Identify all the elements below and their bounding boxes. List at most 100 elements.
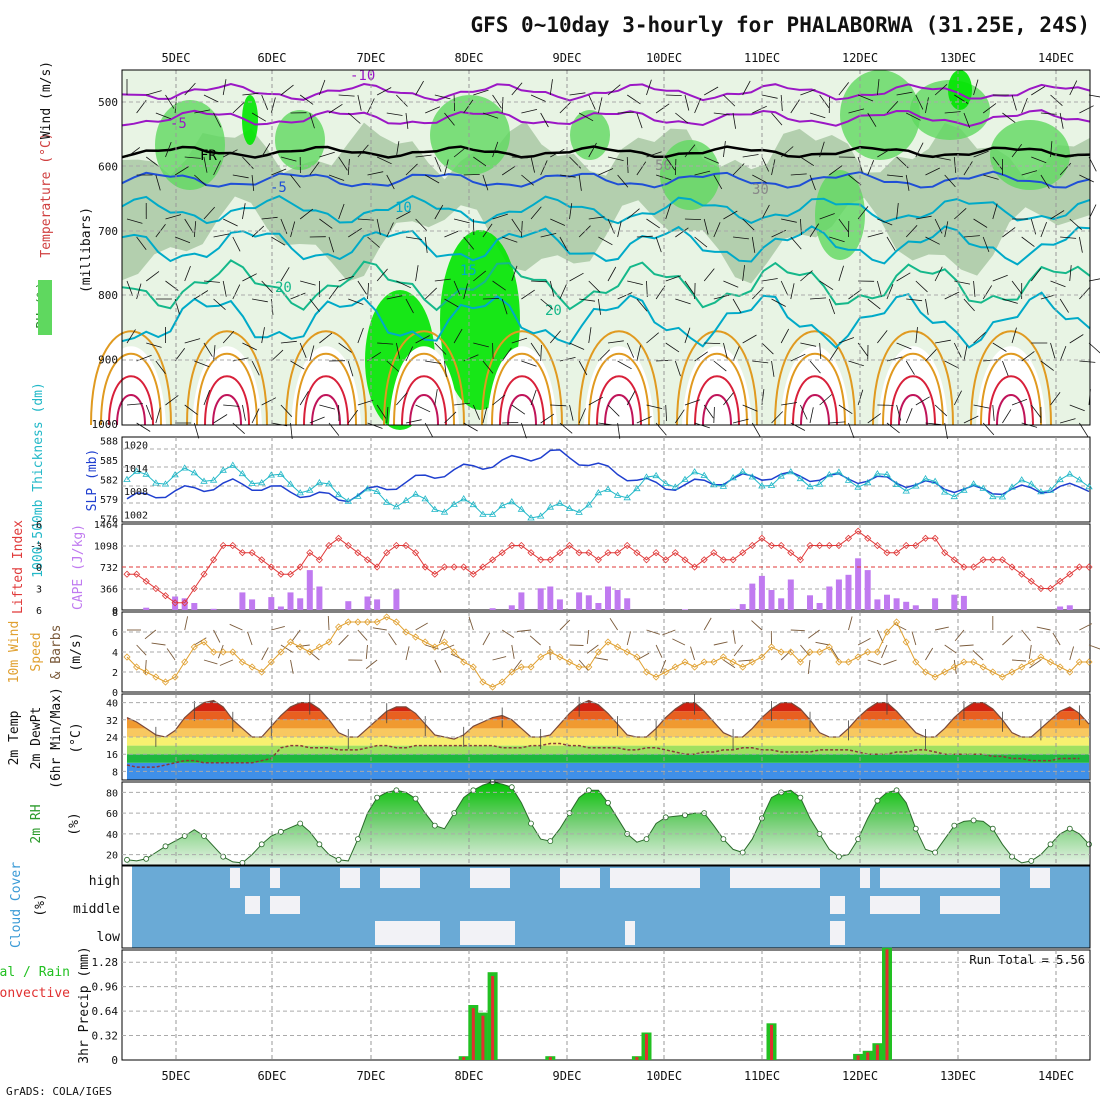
temp-contour-0: [121, 82, 1091, 102]
wind-barb-86-2: [954, 208, 967, 220]
wind-barb-61-2: [713, 222, 721, 238]
rh-tick-80: 80: [106, 788, 118, 799]
wind-speed-marker-37: [479, 678, 487, 686]
wind-barb-14-4: [261, 327, 265, 344]
temp-contour-lobe-3-2: [401, 375, 447, 426]
wind10-barb-33: [438, 629, 445, 644]
wind-speed-marker-68: [777, 648, 785, 656]
rh2m-marker-100: [1086, 841, 1092, 848]
cape-bar-13: [249, 599, 256, 610]
wind-barb-74-2: [838, 218, 849, 233]
wind-barb-50-3: [607, 266, 617, 282]
wind10-barb-78: [876, 629, 884, 643]
li-marker-40: [508, 541, 516, 550]
wind10-barb-69: [790, 629, 805, 632]
temp-contour-lobe-9-0: [970, 330, 1052, 426]
thickness-line: [126, 464, 1090, 519]
rh-tick-60: 60: [106, 809, 118, 820]
li-marker-24: [354, 549, 362, 557]
wind-barb-71-1: [809, 174, 816, 191]
wind-barb-20-0: [319, 79, 326, 96]
wind-barb-30-1: [415, 154, 432, 158]
wind-speed-marker-85: [941, 668, 949, 676]
precip-conv-bar-53: [635, 1056, 639, 1060]
wind-speed-marker-66: [758, 653, 766, 661]
rh2m-marker-82: [912, 825, 919, 832]
wind10-barb-3: [144, 629, 157, 640]
wind-barb-15-2: [271, 236, 286, 246]
li-marker-69: [787, 549, 795, 557]
wind-barb-19-3: [309, 298, 320, 312]
temp-contour-lobe-4-1: [491, 352, 553, 426]
precip-tick-0: 0: [111, 1054, 118, 1067]
li-marker-51: [614, 549, 622, 557]
wind-barb-64-0: [742, 80, 751, 96]
cape-bar-2: [143, 607, 150, 610]
wind10-barb-49: [586, 644, 599, 654]
wind-speed-marker-72: [816, 648, 824, 656]
wind-barb-83-5: [925, 422, 942, 426]
cloud-mid-4: [940, 896, 1000, 914]
rh2m-area: [127, 782, 1089, 865]
li-marker-93: [1018, 570, 1026, 578]
wind-barb-30-3: [415, 265, 419, 282]
cape-bar-15: [268, 597, 275, 610]
wind-barb-70-3: [800, 270, 813, 282]
wind-barb-47-4: [578, 360, 588, 376]
wind-barb-38-0: [492, 94, 502, 109]
day-label-top-5DEC: 5DEC: [162, 51, 191, 65]
wind-barb-28-3: [396, 280, 412, 289]
wind-barb-58-1: [684, 144, 696, 158]
wind-barb-27-2: [386, 222, 394, 238]
wind-barb-94-5: [1030, 404, 1042, 419]
wind-speed-marker-32: [431, 643, 439, 651]
precip-tick-2: 0.64: [92, 1005, 119, 1018]
wind-barb-1-2: [136, 236, 147, 251]
wind-barb-4-1: [165, 141, 172, 158]
cape-bar-23: [345, 601, 352, 610]
wind-barb-93-1: [1021, 170, 1038, 176]
wind-speed-marker-78: [873, 648, 881, 656]
wind-barb-57-1: [674, 158, 677, 176]
li-marker-95: [1037, 584, 1045, 593]
wind-barb-88-4: [973, 332, 986, 344]
wind-barb-7-5: [193, 422, 200, 439]
temp-band-5: [127, 719, 1089, 729]
wind10-barb-100: [1088, 644, 1100, 650]
wind-barb-99-4: [1079, 360, 1096, 363]
cloud-high-5: [560, 868, 600, 888]
li-marker-15: [267, 563, 275, 571]
wind-barb-12-3: [242, 273, 257, 282]
wind-barb-5-4: [174, 347, 186, 362]
wind-barb-41-2: [521, 220, 523, 238]
slp-tick-1008: 1008: [124, 487, 148, 498]
wind-barb-69-3: [790, 283, 795, 300]
wind10-barb-46: [569, 644, 584, 646]
li-marker-37: [479, 563, 487, 571]
wind-barb-68-5: [781, 402, 798, 406]
wind-barb-94-1: [1031, 156, 1047, 164]
li-marker-85: [941, 549, 949, 557]
bottom-day-labels: 5DEC 6DEC 7DEC 8DEC 9DEC 10DEC 11DEC 12DEC 13DEC…: [162, 1069, 1075, 1083]
rh2m-marker-4: [162, 843, 169, 850]
wind-barb-98-4: [1069, 334, 1084, 344]
temp-contour-lobe-6-2: [694, 375, 740, 426]
wind-barb-49-3: [597, 298, 601, 315]
wind-speed-marker-58: [681, 658, 689, 666]
wind-barb-31-4: [425, 360, 442, 364]
rh2m-marker-64: [739, 849, 746, 856]
wind-barb-87-5: [963, 415, 979, 424]
li-axis-label-part: Lifted Index: [11, 520, 26, 614]
cape-bar-50: [605, 586, 611, 610]
wind10-barb-73: [815, 641, 830, 646]
thickness-marker-92: [1008, 483, 1016, 490]
cape-bar-18: [297, 598, 304, 610]
thickness-marker-38: [488, 510, 497, 517]
li-marker-16: [277, 570, 285, 578]
wind-barb-82-3: [915, 280, 928, 293]
wind-barb-1-3: [136, 283, 142, 300]
wind-speed-marker-18: [296, 643, 304, 651]
li-marker-30: [412, 549, 420, 557]
wind10-barb-74: [831, 647, 840, 661]
wind-barb-26-1: [376, 156, 392, 165]
